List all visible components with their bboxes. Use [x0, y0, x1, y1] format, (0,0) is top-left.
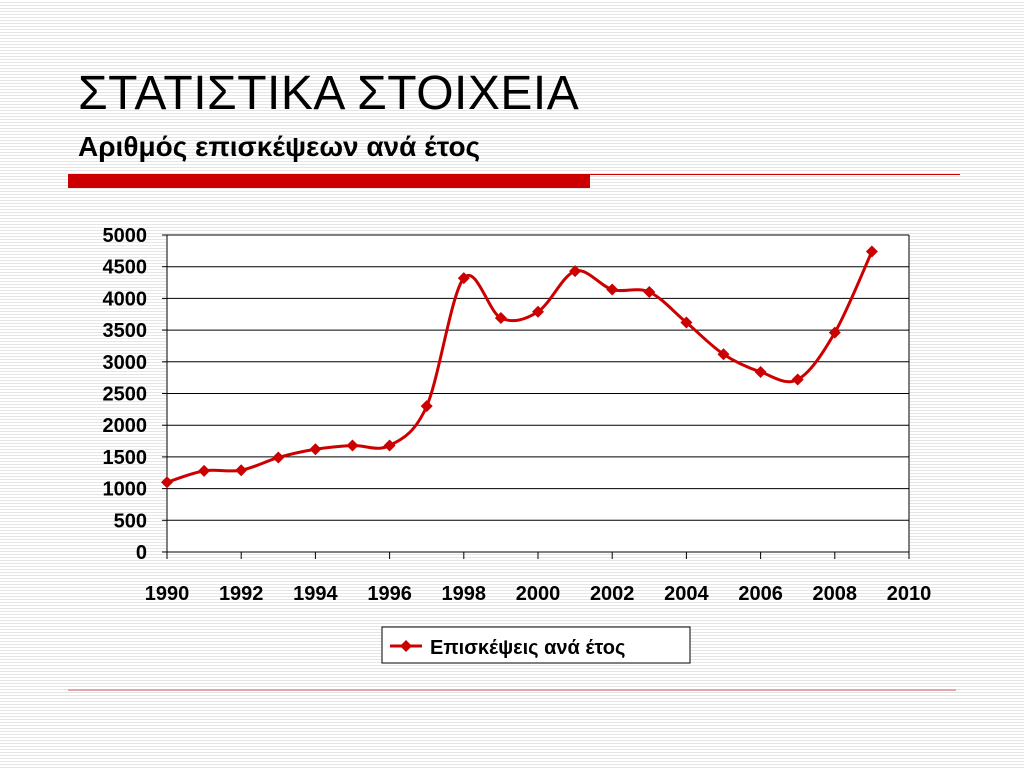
- y-tick-label: 4500: [103, 257, 148, 279]
- data-point-marker: [569, 265, 582, 278]
- x-tick-label: 2006: [738, 583, 783, 605]
- x-tick-label: 1996: [367, 583, 412, 605]
- legend-box: [381, 626, 691, 664]
- data-point-marker: [198, 464, 211, 477]
- title-divider-line: [590, 174, 960, 175]
- x-tick-label: 1998: [442, 583, 487, 605]
- page-subtitle: Αριθμός επισκέψεων ανά έτος: [78, 131, 481, 162]
- x-tick-label: 2004: [664, 583, 709, 605]
- chart-legend: Επισκέψεις ανά έτος: [381, 626, 691, 664]
- x-tick-label: 2008: [813, 583, 858, 605]
- data-point-marker: [309, 443, 322, 456]
- x-tick-label: 2002: [590, 583, 635, 605]
- data-point-marker: [161, 476, 173, 489]
- title-accent-bar: [68, 174, 590, 188]
- chart-axes: [162, 234, 910, 559]
- y-tick-label: 3500: [103, 320, 148, 342]
- y-axis-tick-labels: 0 500 1000 1500 2000 2500 3000 3500 4000 4500 5000: [103, 225, 148, 564]
- y-tick-label: 500: [114, 510, 147, 532]
- y-tick-label: 3000: [103, 352, 148, 374]
- data-point-marker: [791, 373, 804, 386]
- data-point-marker: [717, 348, 730, 361]
- data-point-marker: [383, 439, 396, 452]
- legend-marker-swatch: [400, 640, 412, 652]
- data-point-marker: [754, 365, 767, 378]
- data-point-marker: [494, 312, 507, 325]
- data-point-marker: [643, 286, 656, 299]
- y-tick-label: 0: [136, 542, 147, 564]
- page-title: ΣΤΑΤΙΣΤΙΚΑ ΣΤΟΙΧΕΙΑ: [78, 67, 580, 120]
- data-point-marker: [532, 305, 544, 318]
- data-point-marker: [457, 272, 470, 285]
- data-point-marker: [828, 326, 841, 339]
- data-point-marker: [272, 451, 285, 464]
- data-point-marker: [235, 464, 248, 477]
- y-tick-label: 1500: [103, 447, 148, 469]
- y-tick-label: 2000: [103, 415, 148, 437]
- x-axis-tick-labels: 1990 1992 1994 1996 1998 2000 2002 2004 2006 2008…: [145, 583, 932, 605]
- chart-gridlines: [167, 234, 909, 552]
- x-tick-label: 1990: [145, 583, 190, 605]
- chart-series: [161, 245, 878, 489]
- y-tick-label: 5000: [103, 225, 148, 247]
- data-point-marker: [420, 400, 433, 413]
- x-tick-label: 2010: [887, 583, 932, 605]
- y-tick-label: 2500: [103, 384, 148, 406]
- data-point-marker: [865, 245, 878, 258]
- legend-label: Επισκέψεις ανά έτος: [430, 637, 625, 659]
- data-point-marker: [606, 283, 619, 296]
- data-point-marker: [680, 316, 693, 329]
- data-point-marker: [346, 439, 359, 452]
- x-tick-label: 2000: [516, 583, 561, 605]
- y-tick-label: 4000: [103, 288, 148, 310]
- x-tick-label: 1994: [293, 583, 338, 605]
- footer-divider-line: [68, 689, 956, 691]
- x-tick-label: 1992: [219, 583, 264, 605]
- y-tick-label: 1000: [103, 479, 148, 501]
